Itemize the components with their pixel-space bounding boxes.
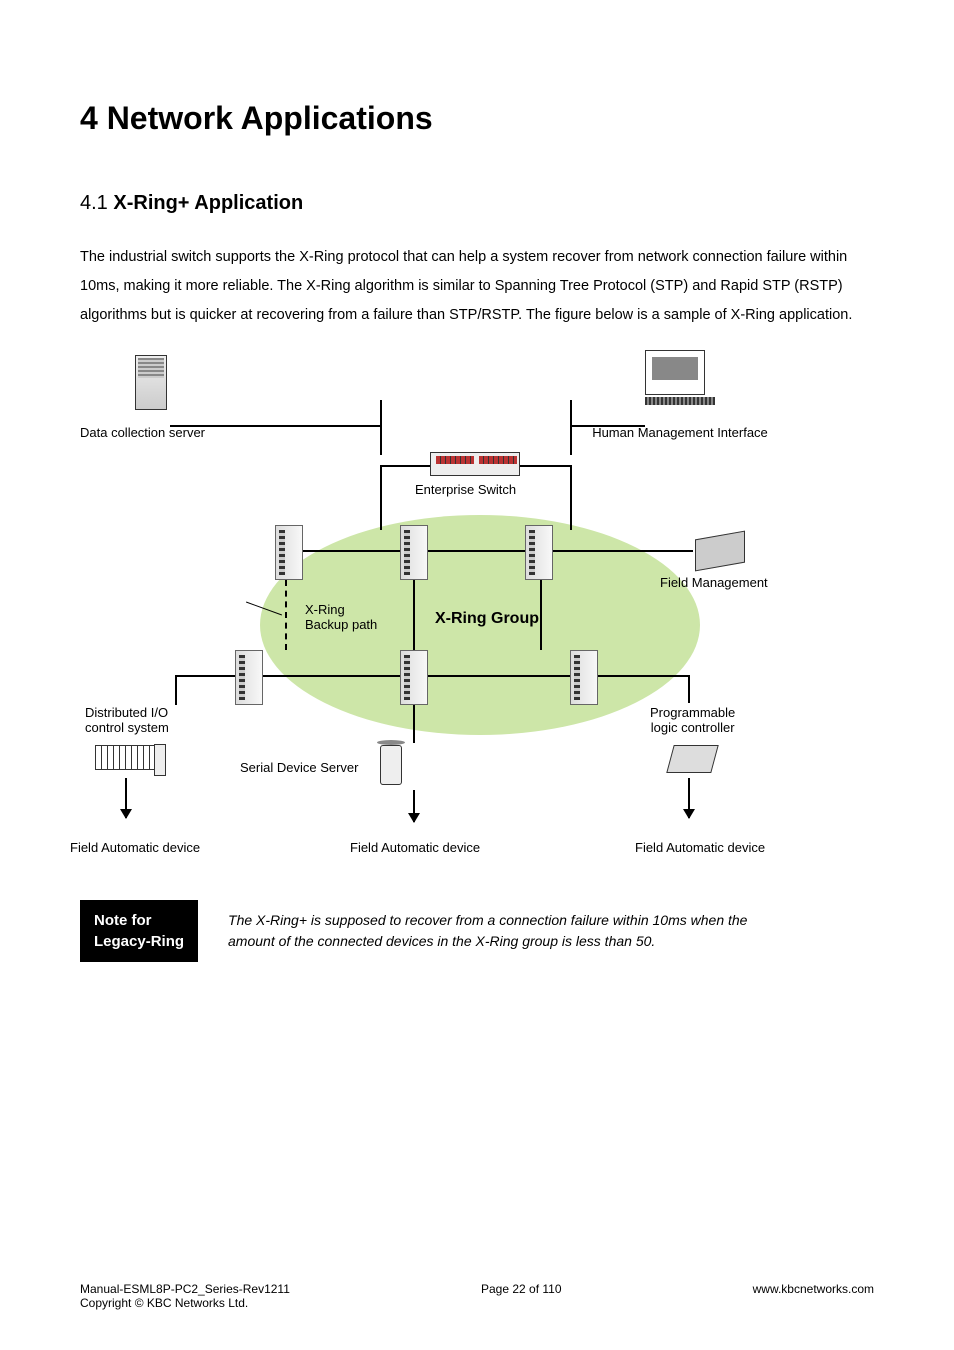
label-data-collection-server: Data collection server <box>80 425 205 440</box>
label-xring-group: X-Ring Group <box>435 610 539 628</box>
label-fad1: Field Automatic device <box>70 840 200 855</box>
chapter-title-text: Network Applications <box>107 100 433 136</box>
connector-line <box>428 550 525 552</box>
chapter-title: 4 Network Applications <box>80 100 874 137</box>
industrial-switch-icon <box>400 525 428 580</box>
connector-line <box>570 465 572 530</box>
connector-line <box>380 465 382 530</box>
server-icon <box>135 355 167 410</box>
connector-line <box>303 550 400 552</box>
label-plc: Programmable logic controller <box>650 705 735 735</box>
section-title: 4.1 X-Ring+ Application <box>80 192 874 215</box>
page-footer: Manual-ESML8P-PC2_Series-Rev1211 Copyrig… <box>80 1282 874 1310</box>
arrow-icon <box>125 778 127 818</box>
label-xring-backup: X-Ring Backup path <box>305 602 377 632</box>
section-number: 4.1 <box>80 192 108 214</box>
backup-path-line <box>285 580 287 650</box>
note-badge-line2: Legacy-Ring <box>94 931 184 952</box>
note-badge: Note for Legacy-Ring <box>80 900 198 962</box>
industrial-switch-icon <box>400 650 428 705</box>
label-dio: Distributed I/O control system <box>85 705 169 735</box>
connector-line <box>570 425 645 427</box>
label-fad2: Field Automatic device <box>350 840 480 855</box>
footer-page-number: Page 22 of 110 <box>290 1282 753 1310</box>
sds-icon <box>380 745 402 785</box>
connector-line <box>688 675 690 703</box>
note-text: The X-Ring+ is supposed to recover from … <box>228 910 748 952</box>
label-enterprise-switch: Enterprise Switch <box>415 482 516 497</box>
connector-line <box>380 465 430 467</box>
body-paragraph: The industrial switch supports the X-Rin… <box>80 243 874 330</box>
note-badge-line1: Note for <box>94 910 184 931</box>
connector-line <box>413 705 415 743</box>
connector-line <box>598 675 688 677</box>
footer-copyright: Copyright © KBC Networks Ltd. <box>80 1296 290 1310</box>
connector-line <box>520 465 570 467</box>
footer-url: www.kbcnetworks.com <box>753 1282 874 1310</box>
industrial-switch-icon <box>275 525 303 580</box>
connector-line <box>170 425 380 427</box>
connector-line <box>175 675 177 705</box>
connector-line <box>540 580 542 650</box>
footer-manual-id: Manual-ESML8P-PC2_Series-Rev1211 <box>80 1282 290 1296</box>
monitor-icon <box>645 350 715 405</box>
connector-line <box>553 550 693 552</box>
plc-icon <box>670 745 715 773</box>
label-sds: Serial Device Server <box>240 760 359 775</box>
xring-diagram: Data collection server Human Management … <box>80 350 870 870</box>
arrow-icon <box>413 790 415 822</box>
connector-line <box>263 675 400 677</box>
dio-icon <box>95 745 155 770</box>
arrow-icon <box>688 778 690 818</box>
enterprise-switch-icon <box>430 452 520 476</box>
connector-line <box>175 675 235 677</box>
industrial-switch-icon <box>235 650 263 705</box>
label-field-management: Field Management <box>660 575 768 590</box>
laptop-icon <box>695 535 745 567</box>
industrial-switch-icon <box>570 650 598 705</box>
label-hmi: Human Management Interface <box>560 425 800 440</box>
footer-left: Manual-ESML8P-PC2_Series-Rev1211 Copyrig… <box>80 1282 290 1310</box>
chapter-number: 4 <box>80 100 98 136</box>
industrial-switch-icon <box>525 525 553 580</box>
label-fad3: Field Automatic device <box>635 840 765 855</box>
note-row: Note for Legacy-Ring The X-Ring+ is supp… <box>80 900 874 962</box>
connector-line <box>413 580 415 650</box>
connector-line <box>428 675 570 677</box>
connector-line <box>380 400 382 455</box>
connector-line <box>570 400 572 455</box>
section-title-text: X-Ring+ Application <box>113 192 303 214</box>
